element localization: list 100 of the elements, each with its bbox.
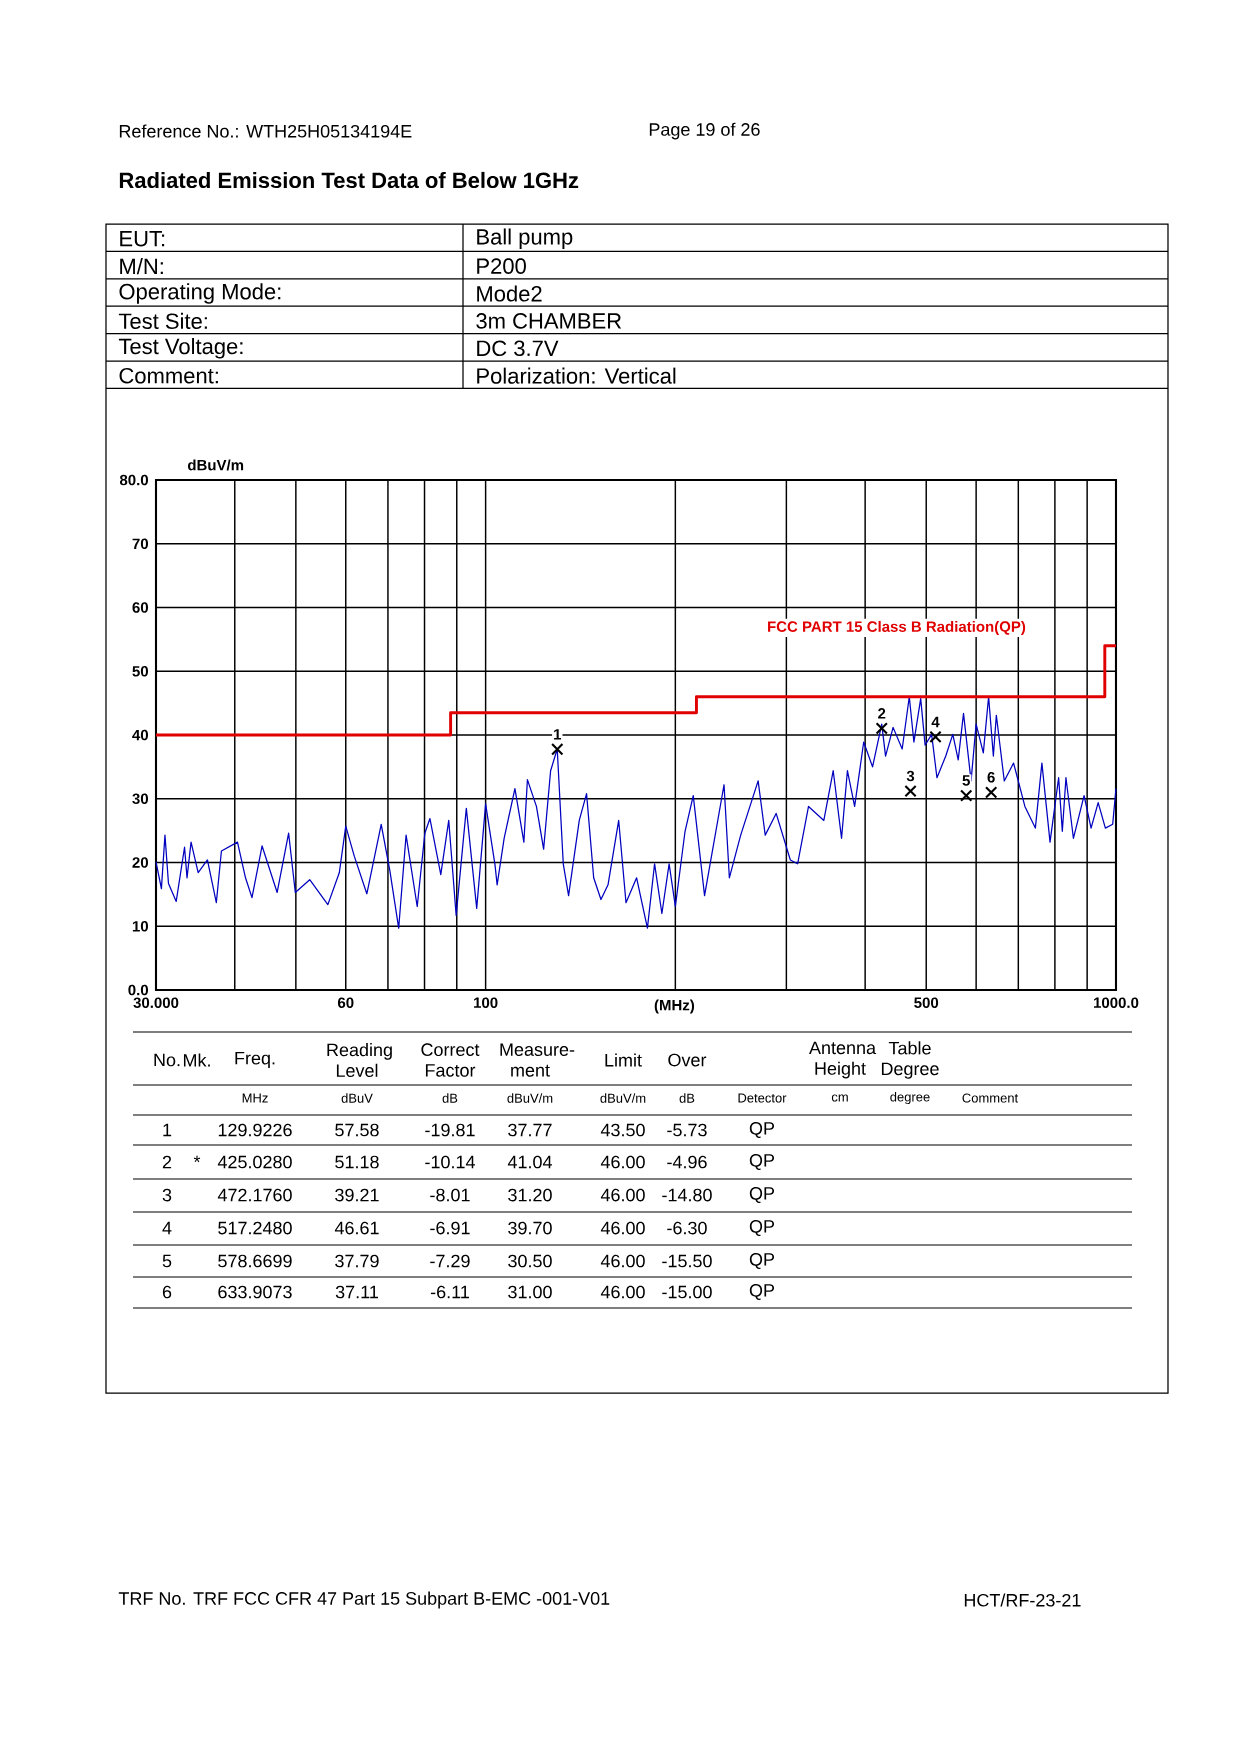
- text: -5.73: [667, 1123, 707, 1137]
- text: dB: [679, 1093, 695, 1103]
- text: QP: [749, 1220, 775, 1236]
- y-tick-label: 80.0: [119, 474, 149, 486]
- annotation: 1: [554, 729, 562, 740]
- text: No.: [154, 1053, 180, 1067]
- text: 425.0280: [217, 1155, 292, 1169]
- text: 3m CHAMBER: [476, 313, 622, 329]
- text: 37.79: [335, 1254, 379, 1268]
- annotation: 2: [878, 708, 886, 719]
- y-tick-label: 20: [132, 857, 149, 868]
- text: 472.1760: [217, 1188, 292, 1202]
- text: 2: [162, 1155, 172, 1169]
- text: HCT/RF-23-21: [964, 1593, 1081, 1607]
- text: Over: [668, 1053, 707, 1067]
- point: [875, 722, 888, 735]
- text: -6.91: [430, 1221, 470, 1235]
- text: 4: [162, 1221, 172, 1235]
- text: Operating Mode:: [119, 283, 281, 304]
- point: [904, 784, 917, 798]
- text: -6.11: [430, 1285, 469, 1299]
- point: [984, 786, 998, 799]
- text: MHz: [242, 1093, 268, 1103]
- text: EUT:: [120, 231, 165, 247]
- text: Test Site:: [118, 312, 207, 330]
- text: Test Voltage:: [118, 338, 243, 359]
- text: 39.70: [508, 1221, 552, 1235]
- text: 5: [162, 1254, 172, 1268]
- text: 41.04: [507, 1155, 552, 1169]
- text: *: [193, 1155, 201, 1163]
- text: 39.21: [335, 1188, 379, 1202]
- y-tick-label: 60: [132, 602, 149, 613]
- text: 51.18: [335, 1155, 379, 1169]
- text: 46.00: [600, 1221, 645, 1235]
- text: P200: [477, 258, 526, 274]
- text: 46.00: [600, 1254, 645, 1268]
- point: [929, 730, 942, 744]
- text: 1: [163, 1123, 172, 1137]
- text: 57.58: [335, 1123, 379, 1137]
- y-tick-label: 50: [132, 665, 149, 677]
- text: 517.2480: [218, 1221, 292, 1235]
- text: Measure-ment: [500, 1043, 575, 1077]
- text: Mk.: [183, 1053, 210, 1067]
- text: QP: [749, 1154, 775, 1170]
- text: Polarization: Vertical: [477, 367, 676, 384]
- text: dBuV/m: [507, 1093, 553, 1103]
- text: degree: [890, 1091, 930, 1105]
- text: Table Degree: [881, 1041, 939, 1079]
- text: 46.61: [334, 1221, 379, 1235]
- text: Reference No.: WTH25H05134194E: [119, 124, 412, 138]
- x-tick-label: 500: [914, 997, 939, 1008]
- text: 31.00: [508, 1285, 552, 1299]
- text: Reading Level: [327, 1043, 392, 1077]
- text: Comment: [962, 1093, 1019, 1103]
- text: dBuV/m: [600, 1093, 646, 1103]
- annotation: 5: [962, 775, 970, 786]
- x-tick-label: 100: [474, 997, 498, 1008]
- text: QP: [749, 1253, 775, 1269]
- text: -10.14: [425, 1155, 475, 1169]
- text: dB: [442, 1093, 458, 1103]
- text: Freq.: [235, 1051, 275, 1069]
- text: -14.80: [662, 1188, 712, 1202]
- annotation: 6: [987, 771, 995, 783]
- x-axis-title: (MHz): [654, 999, 695, 1014]
- text: M/N:: [120, 258, 163, 275]
- text: 633.9073: [218, 1285, 292, 1299]
- text: QP: [749, 1187, 775, 1204]
- text: 578.6699: [218, 1254, 292, 1268]
- text: -15.00: [662, 1285, 712, 1299]
- text: Detector: [738, 1093, 787, 1103]
- text: Limit: [605, 1053, 642, 1067]
- text: 37.11: [335, 1285, 378, 1299]
- text: Ball pump: [477, 228, 573, 249]
- text: Page 19 of 26: [649, 122, 760, 140]
- text: 129.9226: [218, 1123, 292, 1137]
- text: DC 3.7V: [477, 340, 559, 357]
- y-tick-label: 0.0: [128, 984, 149, 996]
- text: 46.00: [600, 1188, 645, 1202]
- y-tick-label: 70: [132, 538, 149, 550]
- annotation: 4: [931, 716, 940, 728]
- x-tick-label: 1000.0: [1094, 997, 1139, 1008]
- text: 46.00: [600, 1285, 645, 1299]
- annotation: 3: [906, 770, 915, 782]
- chart-title: Radiated Emission Test Data of Below 1GHz: [119, 171, 579, 189]
- text: QP: [749, 1284, 775, 1300]
- text: -19.81: [425, 1123, 475, 1137]
- text: -7.29: [430, 1254, 470, 1268]
- text: Correct Factor: [421, 1043, 480, 1077]
- text: 6: [162, 1285, 172, 1299]
- text: Antenna Height: [809, 1041, 877, 1079]
- text: Comment:: [119, 367, 218, 384]
- y-tick-label: 40: [132, 729, 149, 741]
- text: 30.50: [508, 1254, 552, 1268]
- x-tick-label: 30.000: [133, 997, 179, 1009]
- x-tick-label: 60: [337, 997, 354, 1008]
- y-axis-title: dBuV/m: [187, 459, 244, 471]
- text: 31.20: [508, 1188, 552, 1202]
- text: Mode2: [477, 285, 542, 302]
- text: -4.96: [667, 1155, 707, 1169]
- text: -8.01: [430, 1188, 470, 1202]
